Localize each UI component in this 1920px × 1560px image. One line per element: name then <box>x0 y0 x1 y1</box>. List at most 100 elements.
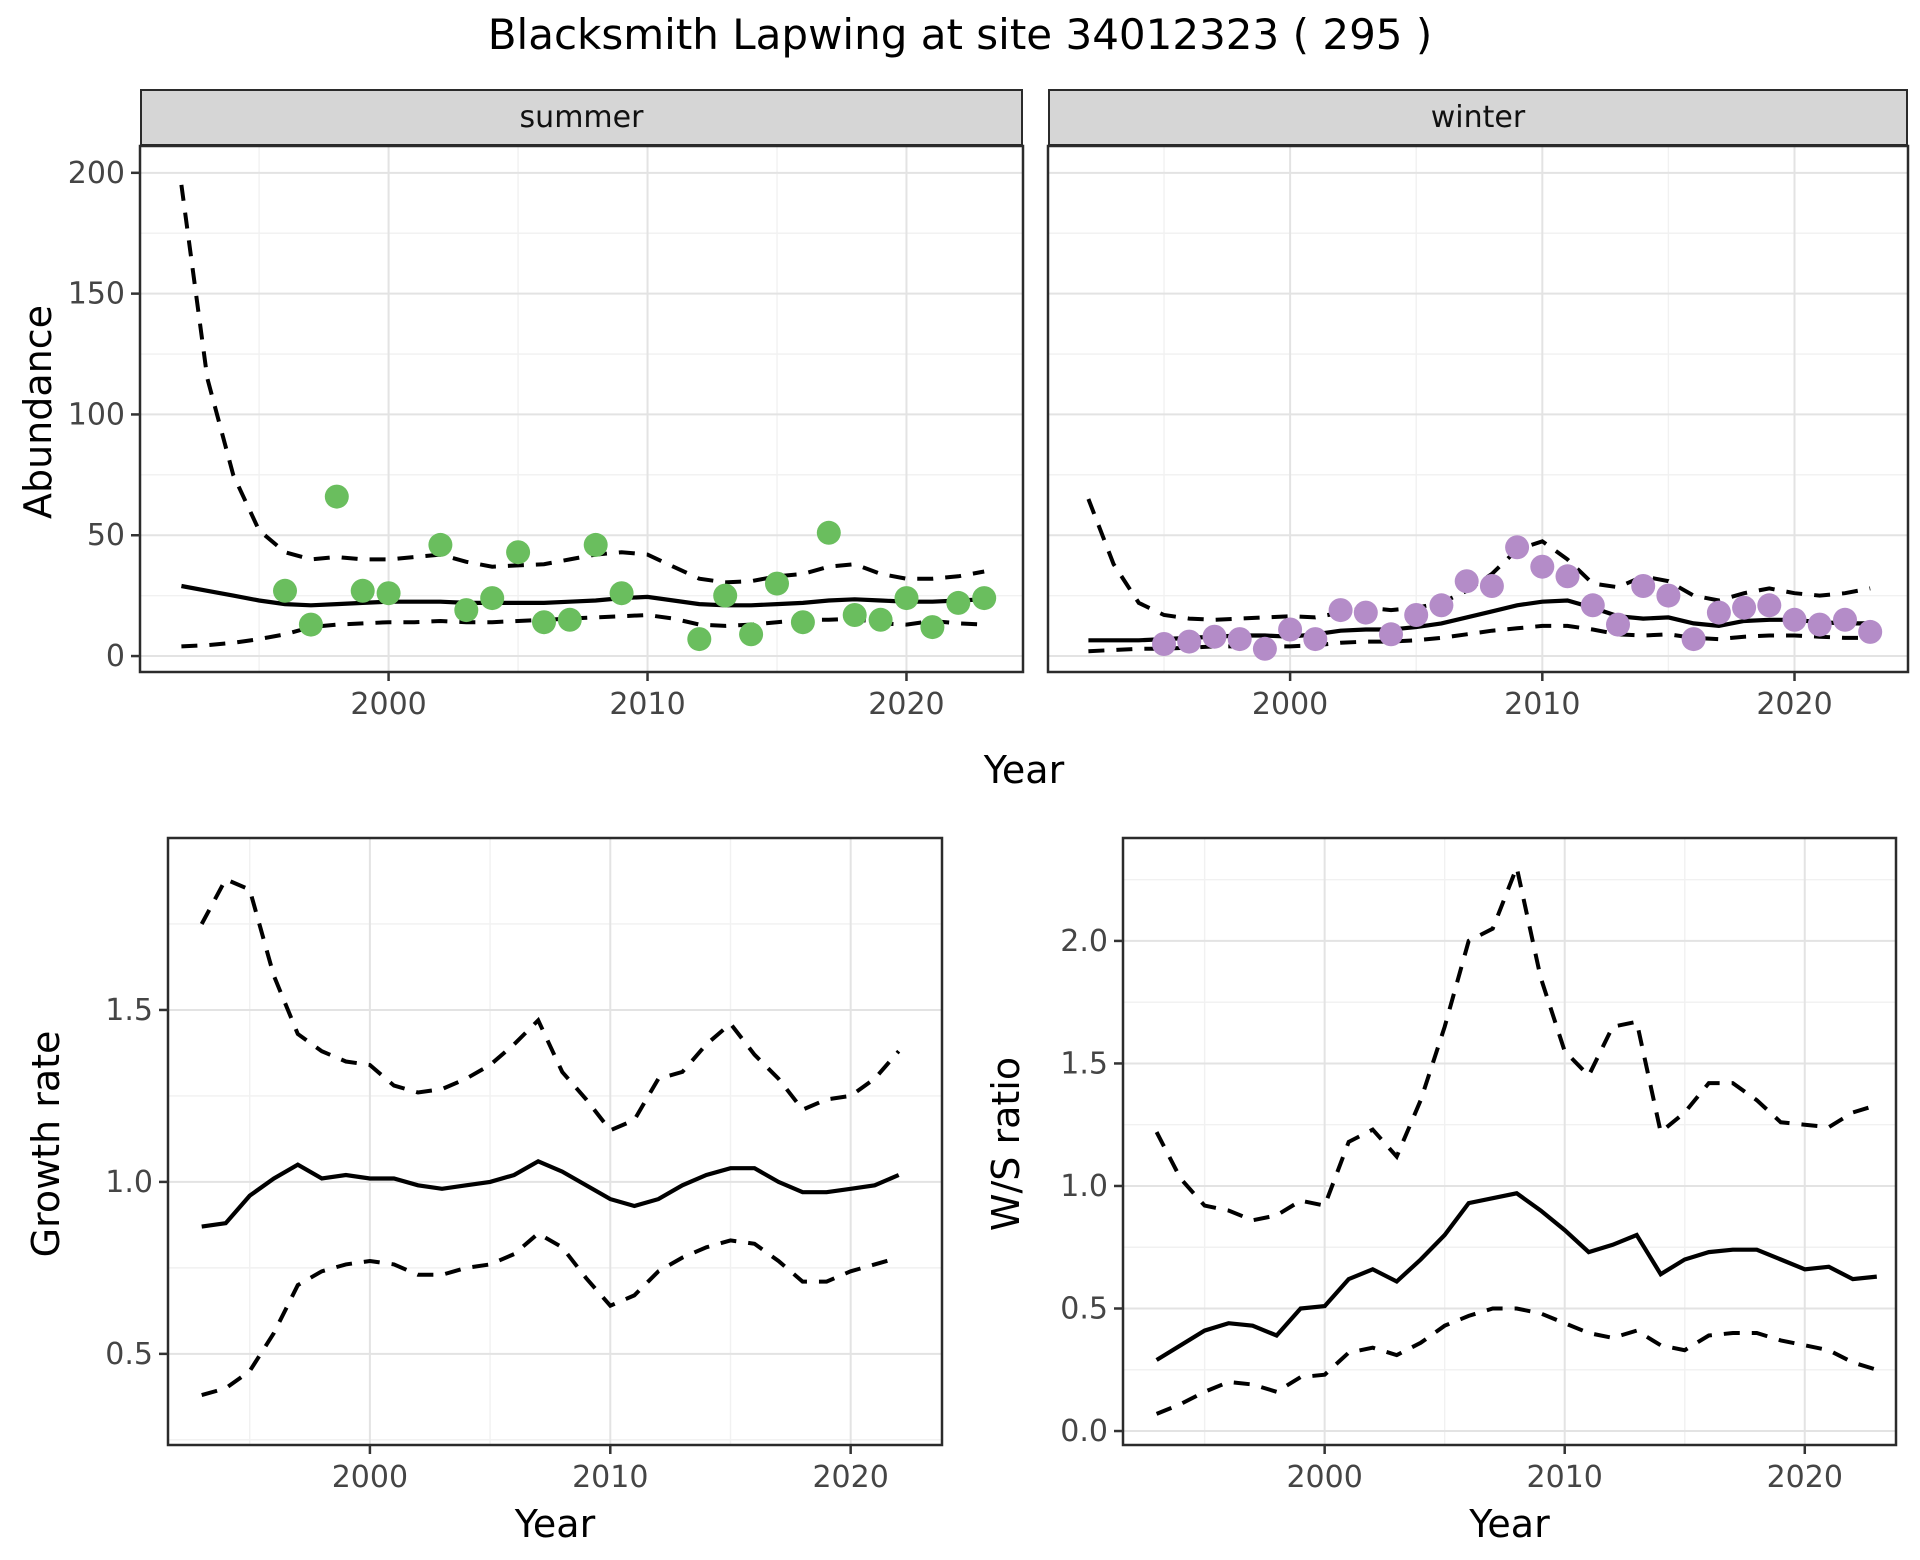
facet-strip-summer: summer <box>140 89 1023 146</box>
x-axis: 2000 2010 2020 <box>350 672 945 722</box>
data-point <box>583 532 608 557</box>
panel-bg <box>140 146 1023 672</box>
data-point <box>1404 603 1429 627</box>
data-point <box>1379 622 1403 647</box>
data-point <box>1656 583 1681 608</box>
data-point <box>428 532 453 557</box>
x-tick-label: 2020 <box>812 1460 888 1495</box>
x-tick-label: 2000 <box>1286 1460 1362 1495</box>
x-tick-label: 2000 <box>350 687 426 722</box>
data-point <box>816 520 841 545</box>
x-tick-label: 2010 <box>1504 687 1580 722</box>
panel-bg <box>1123 838 1896 1445</box>
y-tick-label: 0.5 <box>105 1337 153 1372</box>
data-point <box>1479 574 1504 598</box>
y-axis: 0 50 100 150 200 <box>68 156 140 674</box>
x-axis: 2000 2010 2020 <box>1252 672 1833 722</box>
data-point <box>1782 607 1807 632</box>
x-axis-title-year-ws: Year <box>1469 1502 1550 1546</box>
data-point <box>1152 632 1176 656</box>
y-axis-title-abundance: Abundance <box>16 304 60 520</box>
data-point <box>350 578 375 603</box>
data-point <box>376 581 401 606</box>
data-point <box>790 610 815 635</box>
y-axis: 0.0 0.5 1.0 1.5 2.0 <box>1060 924 1123 1449</box>
x-axis-title-year-growth: Year <box>514 1502 596 1546</box>
data-point <box>532 610 556 635</box>
data-point <box>506 540 531 565</box>
data-point <box>1580 593 1605 618</box>
facet-strip-summer-label: summer <box>519 100 644 135</box>
data-point <box>1353 600 1378 625</box>
y-tick-label: 100 <box>68 397 125 432</box>
panel-bg <box>1048 146 1908 672</box>
data-point <box>1706 600 1731 625</box>
series-ci-upper <box>1086 498 1871 622</box>
x-axis-title-year-top: Year <box>983 748 1065 792</box>
panel-bg <box>168 838 942 1445</box>
data-point <box>1252 636 1277 661</box>
data-point <box>765 571 789 596</box>
series-ci-lower <box>1155 1306 1878 1416</box>
data-point <box>972 586 997 611</box>
data-point <box>1858 619 1883 644</box>
grid-minor <box>1123 838 1896 1445</box>
data-point <box>1454 569 1479 594</box>
y-axis-title-ws-ratio: W/S ratio <box>984 1056 1028 1232</box>
x-axis: 2000 2010 2020 <box>1286 1445 1843 1495</box>
points-observed-winter <box>1152 535 1883 661</box>
series-mean <box>201 1158 900 1229</box>
panel-winter-abundance: 2000 2010 2020 <box>1046 144 1910 722</box>
panel-growth-rate: 2000 2010 2020 0.5 1.0 1.5 <box>105 836 944 1495</box>
data-point <box>1429 593 1454 618</box>
series-ci-lower <box>201 1231 900 1398</box>
panel-border <box>1046 144 1910 674</box>
data-point <box>454 598 479 623</box>
data-point <box>713 583 738 608</box>
data-point <box>1833 607 1857 632</box>
facet-strip-winter: winter <box>1048 89 1908 146</box>
y-tick-label: 1.0 <box>105 1165 153 1200</box>
chart-title: Blacksmith Lapwing at site 34012323 ( 29… <box>487 10 1433 59</box>
series-mean <box>181 583 985 608</box>
data-point <box>894 586 919 611</box>
y-tick-label: 200 <box>68 156 125 191</box>
x-axis: 2000 2010 2020 <box>332 1445 889 1495</box>
data-point <box>1328 598 1353 623</box>
data-point <box>609 581 634 606</box>
y-axis: 0.5 1.0 1.5 <box>105 993 168 1372</box>
data-point <box>1732 595 1757 620</box>
data-point <box>868 607 893 632</box>
data-point <box>1227 627 1252 652</box>
series-ci-upper <box>199 876 901 1133</box>
data-point <box>1555 564 1580 589</box>
data-point <box>324 484 349 509</box>
data-point <box>687 627 712 652</box>
data-point <box>920 615 945 640</box>
x-tick-label: 2000 <box>1252 687 1328 722</box>
x-tick-label: 2020 <box>1767 1460 1843 1495</box>
grid-minor <box>140 146 1023 672</box>
data-point <box>842 603 867 627</box>
grid-minor <box>168 838 942 1445</box>
x-tick-label: 2020 <box>1756 687 1832 722</box>
data-point <box>273 578 297 603</box>
data-point <box>1631 574 1656 598</box>
y-tick-label: 1.0 <box>1060 1169 1108 1204</box>
series-mean <box>1155 1191 1878 1362</box>
x-tick-label: 2010 <box>572 1460 648 1495</box>
panel-border <box>166 836 944 1447</box>
grid-major <box>1123 838 1896 1445</box>
x-tick-label: 2010 <box>609 687 685 722</box>
data-point <box>1530 554 1555 579</box>
y-tick-label: 150 <box>68 277 125 312</box>
panel-border <box>138 144 1025 674</box>
data-point <box>557 607 582 632</box>
series-ci-upper <box>179 184 985 585</box>
panel-ws-ratio: 2000 2010 2020 0.0 0.5 1.0 1.5 2.0 <box>1060 836 1898 1495</box>
grid-major <box>140 146 1023 672</box>
grid-major <box>1048 146 1908 672</box>
y-tick-label: 2.0 <box>1060 924 1108 959</box>
